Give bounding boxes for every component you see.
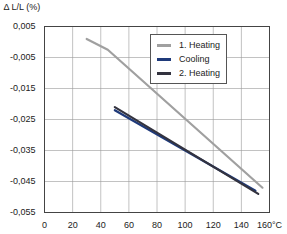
svg-text:140: 140 — [234, 220, 249, 230]
html-text:Cooling: Cooling — [179, 54, 210, 64]
html-text:2. Heating: 2. Heating — [179, 68, 220, 78]
svg-text:-0,025: -0,025 — [10, 114, 36, 124]
svg-text:-0,055: -0,055 — [10, 207, 36, 217]
svg-text:80: 80 — [152, 220, 162, 230]
svg-text:40: 40 — [96, 220, 106, 230]
svg-text:Δ L/L (%): Δ L/L (%) — [4, 2, 41, 12]
svg-text:20: 20 — [68, 220, 78, 230]
svg-text:-0,015: -0,015 — [10, 83, 36, 93]
svg-text:-0,045: -0,045 — [10, 176, 36, 186]
svg-text:-0,005: -0,005 — [10, 52, 36, 62]
svg-text:120: 120 — [206, 220, 221, 230]
svg-text:0: 0 — [42, 220, 47, 230]
svg-text:60: 60 — [124, 220, 134, 230]
html-text:1. Heating: 1. Heating — [179, 40, 220, 50]
svg-text:-0,035: -0,035 — [10, 145, 36, 155]
svg-text:160°C: 160°C — [257, 220, 283, 230]
svg-text:0,005: 0,005 — [13, 21, 36, 31]
svg-text:100: 100 — [178, 220, 193, 230]
